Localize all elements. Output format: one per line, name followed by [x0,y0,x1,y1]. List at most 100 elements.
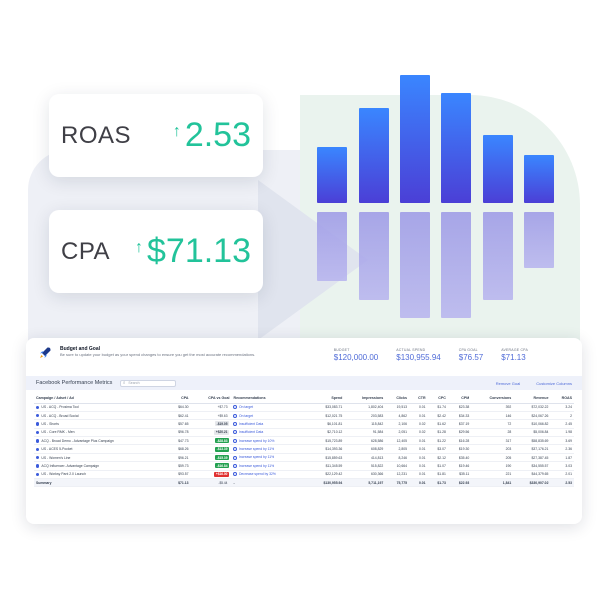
customize-columns-button[interactable]: Customize Columns [536,380,572,386]
cpa-vs-goal-cell: -$5.44 [190,478,232,488]
recommendation-text: On target [238,405,254,410]
campaign-label: ACQ Influencer- Advantage Campaign [41,463,100,468]
table-cell: $57.65 [167,419,191,429]
recommendation-text: Increase spend by 11% [238,455,275,460]
recommendation-icon [233,405,238,410]
table-cell: $35.11 [447,470,472,480]
table-cell: 0.01 [409,453,428,463]
table-cell: $62.41 [167,411,191,421]
column-header[interactable]: Revenue [513,394,551,404]
table-row[interactable]: US - ACQ - Broad Social $62.41 +$9.63 On ta… [34,411,574,421]
budget-subtitle: Be sure to update your budget as your sp… [60,352,256,357]
kpi-item: BUDGET $120,000.00 [334,348,379,362]
table-cell: 0.01 [409,403,428,412]
table-cell: 72 [471,419,514,429]
table-cell: 2.53 [550,478,574,488]
table-row[interactable]: US - ACQ - Prosima Tool $64.30 +$7.73 On ta… [34,403,574,412]
campaign-name: US - Women's Line [34,453,168,463]
kpi-label: BUDGET [333,348,350,352]
column-header[interactable]: Conversions [471,394,514,404]
search-input[interactable]: Search [120,379,177,387]
campaign-name: US - ACES 5-Pocket [34,444,168,454]
table-title: Facebook Performance Metrics [36,380,113,386]
campaign-icon [36,405,40,409]
table-cell: 205 [471,453,514,463]
budget-title: Budget and Goal [60,346,100,352]
recommendation-icon [233,472,238,477]
table-cell: $16.28 [447,436,472,446]
table-cell: $22,129.42 [307,470,345,480]
table-cell: $37.19 [447,419,472,429]
recommendation-text: Increase spend by 11% [238,447,275,452]
recommendation-text: Insufficient Data [238,430,264,435]
campaign-label: US - Shorts [41,421,59,426]
table-cell: $33,083.71 [307,403,345,412]
column-header[interactable]: CTR [409,394,428,404]
table-cell: 628,586 [344,436,386,446]
table-row[interactable]: US - Women's Line $96.21 -$15.39 Increase s… [34,453,574,463]
table-cell: $15,723.89 [307,436,345,446]
column-header[interactable]: CPA [167,394,191,404]
cpa-value: ↑ $71.13 [135,232,251,271]
table-cell: 75,775 [385,478,410,488]
campaign-name: Summary [34,478,168,488]
column-header[interactable]: Impressions [344,394,386,404]
table-cell: 203,583 [344,411,386,421]
column-header[interactable]: Clicks [385,394,410,404]
performance-table: Campaign / Adset / Ad CPA CPA vs Goal Recom… [34,394,574,488]
table-cell: 203 [471,444,514,454]
table-cell: $24,067.26 [513,411,551,421]
cpa-vs-goal-badge: -$19.05 [214,421,230,427]
table-cell: 3.03 [550,461,574,471]
table-cell: 5,711,197 [344,478,386,488]
column-header[interactable]: Campaign / Adset / Ad [34,394,168,404]
table-cell: 8,246 [385,453,410,463]
campaign-name: US - Worksy Pant 2.0 Launch [34,470,168,480]
campaign-icon [36,447,40,451]
table-row[interactable]: US - Shorts $57.65 -$19.05 Insufficient Dat… [34,419,574,429]
column-header[interactable]: ROAS [550,394,574,404]
cpa-vs-goal-cell: +$20.21 [190,428,232,438]
budget-header: Budget and Goal Be sure to update your b… [26,338,582,374]
column-header[interactable]: CPA vs Goal [190,394,232,404]
table-cell: $330,907.02 [513,478,551,488]
table-row[interactable]: US - ACES 5-Pocket $68.26 -$13.39 Increase … [34,444,574,454]
remove-goal-button[interactable]: Remove Goal [495,380,521,386]
table-cell: $2.42 [427,411,448,421]
table-row[interactable]: US - Worksy Pant 2.0 Launch $93.57 +$16.00… [34,470,574,480]
table-cell: 4,862 [385,411,410,421]
table-row[interactable]: ACQ Influencer- Advantage Campaign $59.73… [34,461,574,471]
table-cell: $23.38 [447,403,472,412]
column-header[interactable]: CPM [447,394,472,404]
recommendation-cell: On target [231,403,308,412]
table-cell: 1,841 [471,478,514,488]
cpa-vs-goal-badge: -$28.83 [214,438,230,444]
column-header[interactable]: Spend [307,394,345,404]
table-cell: 1.87 [550,453,574,463]
campaign-label: US - Worksy Pant 2.0 Launch [41,472,86,477]
table-cell: 630,366 [344,470,386,480]
roas-value: ↑ 2.53 [173,116,251,155]
column-header[interactable]: Recommendations [231,394,308,404]
kpi-item: AVERAGE CPA $71.13 [501,348,528,362]
table-header-row: Campaign / Adset / Ad CPA CPA vs Goal Recom… [34,394,574,404]
cpa-vs-goal-cell: +$9.63 [190,411,232,421]
summary-row: Summary $71.13 -$5.44- $130,955.94 5,711,197… [34,478,574,488]
table-cell: $96.21 [167,453,191,463]
campaign-icon [36,472,40,477]
campaign-name: US - ACQ - Prosima Tool [34,403,168,412]
table-row[interactable]: US - Core RMK - Men $96.78 +$20.21 Insuffic… [34,428,574,438]
table-cell: 1,802,404 [344,403,386,412]
column-header[interactable]: CPC [427,394,448,404]
table-cell: $3.07 [427,444,448,454]
campaign-label: Summary [36,480,52,485]
table-cell: 2 [550,411,574,421]
campaign-icon [36,455,40,460]
cpa-vs-goal-cell: +$7.73 [190,403,232,412]
recommendation-cell: - [231,478,308,488]
table-row[interactable]: ACQ - Broad Demo - Advantage Plus Campai… [34,436,574,446]
table-cell: $14,393.36 [307,444,345,454]
table-body: US - ACQ - Prosima Tool $64.30 +$7.73 On ta… [34,403,574,488]
table-cell: 2.01 [550,470,574,480]
recommendation-icon [233,455,238,460]
